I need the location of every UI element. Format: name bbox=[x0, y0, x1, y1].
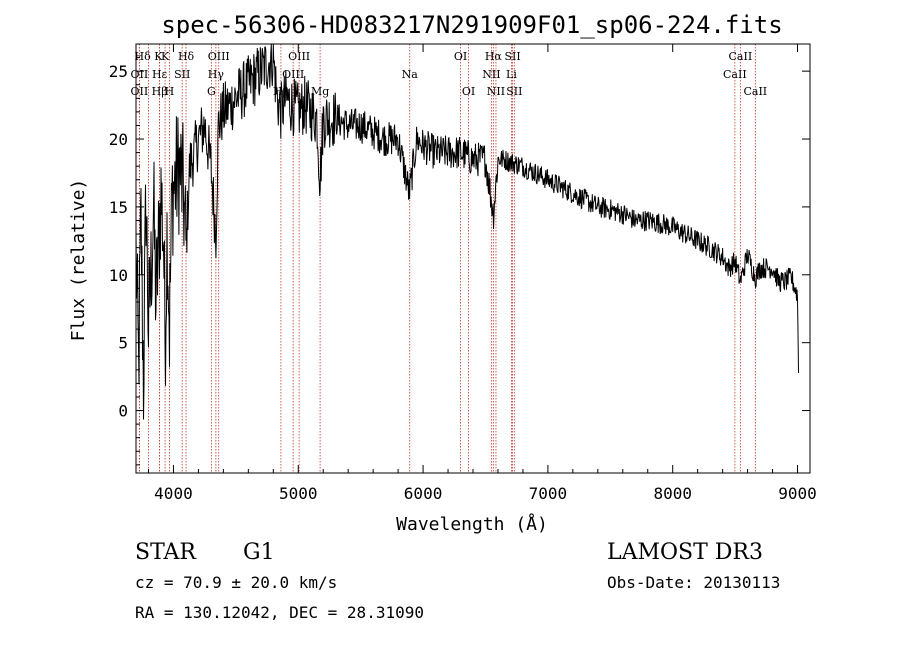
line-label-11: G bbox=[207, 85, 216, 98]
line-label-3: Hε bbox=[152, 68, 168, 81]
line-label-21: NII bbox=[487, 85, 505, 98]
y-axis-ticks: 0 5 10 15 20 25 bbox=[109, 57, 810, 466]
line-label-6: H bbox=[165, 85, 175, 98]
line-label-15: Mg bbox=[311, 85, 329, 98]
x-tick-label-1: 5000 bbox=[279, 484, 318, 503]
line-label-25: CaII bbox=[729, 50, 753, 63]
ra-dec: RA = 130.12042, DEC = 28.31090 bbox=[135, 603, 424, 622]
line-label-16: Na bbox=[402, 68, 419, 81]
line-label-20: NII bbox=[482, 68, 500, 81]
line-label-8: Hδ bbox=[178, 50, 195, 63]
line-label-27: CaII bbox=[743, 85, 767, 98]
line-label-18: OI bbox=[462, 85, 475, 98]
line-label-7: SII bbox=[174, 68, 190, 81]
line-label-5: Hβ bbox=[152, 85, 168, 98]
x-tick-label-0: 4000 bbox=[154, 484, 193, 503]
line-label-26: CaII bbox=[723, 68, 747, 81]
y-tick-label-4: 20 bbox=[109, 130, 128, 149]
obs-date: Obs-Date: 20130113 bbox=[607, 573, 781, 592]
x-axis-ticks: 4000 5000 6000 7000 8000 9000 bbox=[147, 44, 817, 503]
y-tick-label-0: 0 bbox=[118, 402, 128, 421]
line-label-19: Hα bbox=[485, 50, 503, 63]
line-label-0: Hδ K bbox=[135, 50, 164, 63]
y-tick-label-3: 15 bbox=[109, 198, 128, 217]
line-label-1: OII bbox=[131, 68, 149, 81]
line-label-13: OIII bbox=[282, 68, 304, 81]
x-axis-label: Wavelength (Å) bbox=[396, 513, 548, 535]
redshift-cz: cz = 70.9 ± 20.0 km/s bbox=[135, 573, 338, 592]
survey-name: LAMOST DR3 bbox=[607, 540, 763, 565]
line-label-24: SII bbox=[506, 85, 522, 98]
x-tick-label-4: 8000 bbox=[653, 484, 692, 503]
line-label-10: Hγ bbox=[208, 68, 225, 81]
y-tick-label-5: 25 bbox=[109, 62, 128, 81]
plot-frame bbox=[135, 43, 811, 474]
line-label-22: SII bbox=[504, 50, 520, 63]
x-tick-label-3: 7000 bbox=[529, 484, 568, 503]
line-label-2: OII bbox=[131, 85, 149, 98]
line-label-12: OIII bbox=[288, 50, 310, 63]
chart-title: spec-56306-HD083217N291909F01_sp06-224.f… bbox=[161, 11, 782, 39]
line-label-9: OIII bbox=[208, 50, 230, 63]
y-axis-label: Flux (relative) bbox=[68, 179, 89, 342]
x-tick-label-2: 6000 bbox=[404, 484, 443, 503]
spectrum-line bbox=[135, 43, 799, 420]
x-tick-label-5: 9000 bbox=[778, 484, 817, 503]
object-subclass: G1 bbox=[243, 540, 275, 565]
y-tick-label-2: 10 bbox=[109, 266, 128, 285]
y-tick-label-1: 5 bbox=[118, 334, 128, 353]
line-label-17: OI bbox=[454, 50, 467, 63]
line-label-4: K bbox=[161, 50, 170, 63]
line-label-23: Li bbox=[506, 68, 517, 81]
object-class: STAR bbox=[135, 540, 196, 565]
